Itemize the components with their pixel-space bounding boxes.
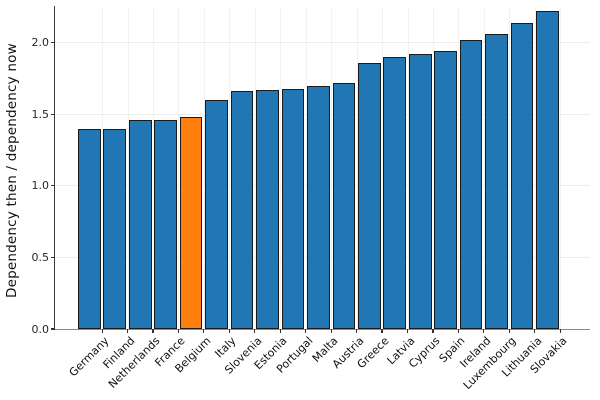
x-tick-mark: [381, 329, 383, 333]
v-gridline: [280, 7, 282, 329]
bar-luxembourg: [485, 34, 508, 329]
bar-lithuania: [510, 22, 534, 329]
y-tick-label: 0.0: [31, 322, 50, 336]
x-tick-mark: [406, 329, 409, 333]
y-tick-label: 1.5: [31, 107, 50, 121]
bar-greece: [357, 62, 381, 329]
v-gridline: [203, 7, 205, 329]
x-tick-mark: [177, 329, 180, 333]
v-gridline: [229, 7, 231, 329]
v-gridline: [178, 7, 180, 329]
v-gridline: [153, 7, 154, 329]
v-gridline: [407, 7, 409, 329]
v-gridline: [331, 7, 333, 329]
bar-malta: [307, 85, 330, 329]
bar-finland: [103, 128, 127, 329]
y-tick-label: 0.5: [31, 250, 50, 264]
y-tick-mark: [50, 42, 55, 44]
x-tick-mark: [228, 329, 230, 333]
h-gridline: [55, 42, 590, 44]
x-tick-mark: [305, 329, 307, 333]
x-tick-mark: [432, 329, 434, 333]
x-tick-mark: [330, 329, 332, 333]
v-gridline: [432, 7, 434, 329]
x-tick-mark: [483, 329, 485, 333]
bar-france: [154, 120, 178, 329]
y-tick-mark: [50, 185, 55, 187]
v-gridline: [560, 7, 562, 329]
bar-germany: [78, 128, 101, 329]
x-axis-spine: [53, 328, 590, 331]
y-tick-label: 2.0: [31, 36, 50, 50]
v-gridline: [102, 7, 104, 329]
y-axis-label: Dependency then / dependency now: [4, 43, 20, 299]
x-tick-mark: [152, 329, 154, 333]
bar-ireland: [459, 39, 483, 329]
bar-slovakia: [536, 11, 559, 329]
v-gridline: [127, 7, 129, 329]
x-tick-mark: [101, 329, 103, 333]
y-tick-mark: [50, 328, 55, 330]
bar-slovenia: [230, 91, 254, 329]
x-tick-mark: [279, 329, 281, 333]
x-tick-mark: [203, 329, 205, 333]
v-gridline: [382, 7, 384, 329]
v-gridline: [356, 7, 358, 329]
bar-cyprus: [408, 54, 432, 329]
x-tick-mark: [508, 329, 510, 333]
bar-portugal: [281, 88, 305, 329]
bar-belgium: [179, 117, 203, 329]
y-tick-mark: [50, 256, 55, 259]
x-tick-mark: [356, 329, 358, 333]
v-gridline: [254, 7, 256, 329]
x-tick-mark: [254, 329, 256, 333]
bar-netherlands: [128, 120, 152, 329]
x-tick-mark: [559, 329, 561, 333]
y-tick-mark: [50, 113, 55, 115]
x-tick-mark: [457, 329, 459, 333]
bar-austria: [332, 82, 356, 329]
v-gridline: [483, 7, 485, 329]
v-gridline: [305, 7, 307, 329]
v-gridline: [509, 7, 511, 329]
y-tick-label: 1.0: [31, 179, 50, 193]
v-gridline: [458, 7, 460, 329]
bar-latvia: [383, 57, 407, 329]
bar-spain: [434, 51, 457, 329]
bar-italy: [205, 100, 228, 329]
bar-estonia: [256, 90, 279, 329]
x-tick-mark: [534, 329, 536, 333]
x-tick-mark: [126, 329, 129, 333]
y-axis-spine: [53, 6, 55, 331]
v-gridline: [534, 7, 536, 329]
